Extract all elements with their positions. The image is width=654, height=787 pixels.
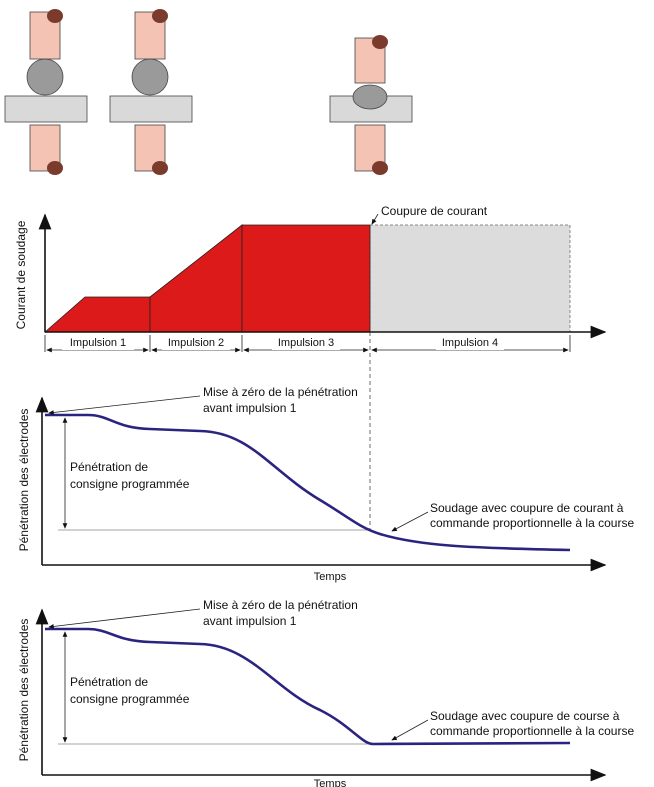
electrode-illustrations <box>4 9 413 175</box>
zero-note: Mise à zéro de la pénétration <box>203 598 358 612</box>
stage-3 <box>329 35 413 175</box>
pulse-4-area <box>369 224 571 333</box>
zero-arrow <box>48 395 201 415</box>
end-arrow <box>391 719 429 741</box>
setpoint-note: consigne programmée <box>70 477 190 491</box>
x-label: Temps <box>314 778 347 787</box>
pulse-label: Impulsion 4 <box>442 337 498 349</box>
y-label: Pénétration des électrodes <box>17 619 31 762</box>
pulse-label: Impulsion 1 <box>70 337 126 349</box>
zero-note: Mise à zéro de la pénétration <box>203 385 358 399</box>
end-note: commande proportionnelle à la course <box>430 516 634 530</box>
penetration-chart-2: Pénétration des électrodes Mise à zéro d… <box>17 598 634 787</box>
end-note: Soudage avec coupure de courant à <box>430 501 624 515</box>
stage-2 <box>109 9 193 175</box>
end-note: Soudage avec coupure de course à <box>430 709 620 723</box>
pulse-2-area <box>149 224 243 333</box>
setpoint-note: Pénétration de <box>70 460 148 474</box>
pulse-label: Impulsion 3 <box>278 337 334 349</box>
annotation: Coupure de courant <box>381 204 488 218</box>
pulse-label: Impulsion 2 <box>168 337 224 349</box>
pulse-1-area <box>43 296 151 333</box>
setpoint-note: Pénétration de <box>70 675 148 689</box>
y-label: Courant de soudage <box>14 220 28 329</box>
end-arrow <box>391 511 429 532</box>
penetration-chart-1: Pénétration des électrodes Mise à zéro d… <box>17 385 634 583</box>
setpoint-note: consigne programmée <box>70 692 190 706</box>
zero-note: avant impulsion 1 <box>203 401 297 415</box>
annotation-arrow <box>371 213 379 225</box>
end-note: commande proportionnelle à la course <box>430 724 634 738</box>
y-label: Pénétration des électrodes <box>17 409 31 552</box>
penetration-curve <box>45 627 571 746</box>
x-label: Temps <box>314 571 347 583</box>
zero-note: avant impulsion 1 <box>203 614 297 628</box>
pulse-3-area <box>241 224 371 333</box>
zero-arrow <box>48 608 201 629</box>
current-chart: Courant de soudage Coupure de courant Im… <box>14 204 607 530</box>
stage-1 <box>4 9 88 175</box>
penetration-curve <box>45 413 571 552</box>
